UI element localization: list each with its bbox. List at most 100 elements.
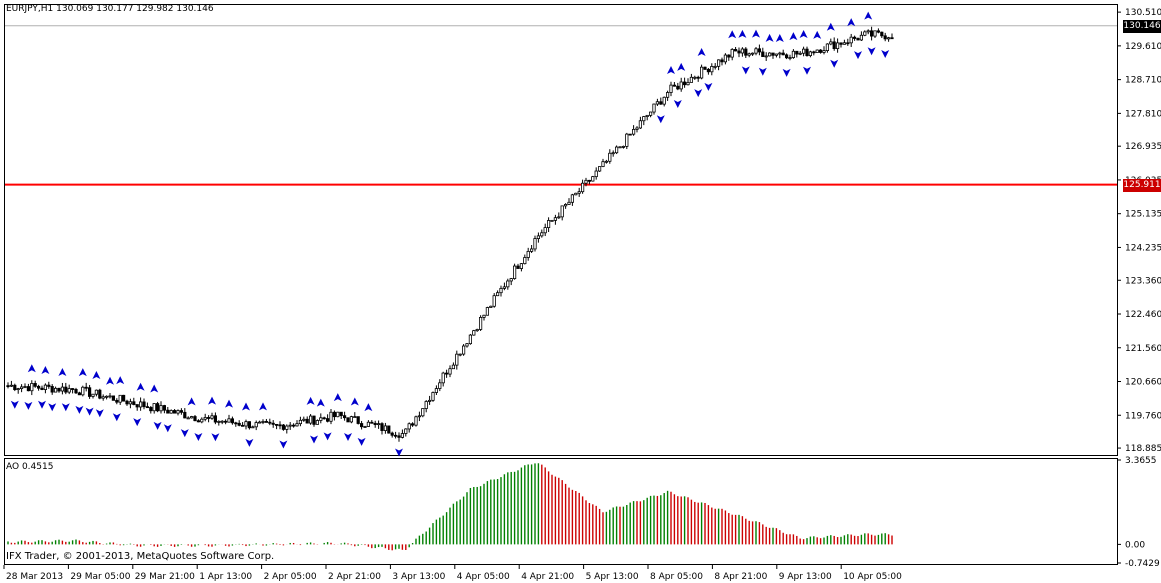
indicator-label: AO 0.4515: [6, 462, 54, 472]
fractal-down-arrow: [180, 429, 189, 438]
candle-body: [33, 383, 37, 387]
candle-body: [706, 68, 711, 73]
candle-body: [645, 114, 649, 117]
candle-body: [431, 392, 435, 401]
fractal-down-arrow: [830, 59, 839, 68]
ao-tick-label: -0.7429: [1125, 559, 1160, 569]
candle-body: [349, 416, 354, 423]
candle-body: [6, 385, 10, 388]
time-tick-label: 8 Apr 05:00: [650, 572, 703, 582]
fractal-down-arrow: [323, 432, 332, 441]
candle-body: [257, 421, 262, 424]
fractal-up-arrow: [847, 18, 856, 27]
level-line-price-badge: 125.911: [1123, 178, 1161, 192]
fractal-down-arrow: [656, 115, 665, 124]
candle-body: [632, 128, 636, 135]
fractal-down-arrow: [867, 47, 876, 56]
candle-body: [621, 145, 626, 148]
candle-body: [383, 425, 388, 431]
candle-body: [832, 41, 836, 50]
candle-body: [427, 399, 432, 402]
candle-body: [353, 416, 357, 419]
candle-body: [655, 101, 660, 105]
candle-body: [540, 232, 544, 237]
candle-body: [291, 424, 296, 427]
candle-body: [295, 423, 299, 427]
candle-body: [308, 415, 313, 424]
fractal-down-arrow: [279, 440, 288, 449]
candle-body: [128, 401, 132, 405]
fractal-up-arrow: [364, 403, 373, 412]
candle-body: [594, 170, 598, 178]
candle-body: [662, 96, 666, 105]
candle-body: [601, 161, 605, 167]
candle-body: [768, 52, 772, 57]
candle-body: [734, 49, 738, 52]
candle-body: [492, 295, 496, 307]
candlesticks: [6, 26, 894, 442]
candle-body: [247, 421, 251, 429]
fractal-down-arrow: [75, 405, 84, 414]
candle-body: [200, 418, 204, 423]
candle-body: [604, 160, 609, 163]
candle-body: [751, 52, 755, 55]
candle-body: [26, 386, 31, 392]
candle-body: [172, 410, 177, 414]
ao-tick-label: 0.00: [1125, 540, 1145, 550]
time-tick-label: 28 Mar 2013: [6, 572, 63, 582]
candle-body: [94, 389, 98, 395]
fractal-up-arrow: [58, 367, 67, 376]
candle-body: [441, 372, 445, 384]
candle-body: [111, 395, 115, 401]
candle-body: [628, 133, 632, 136]
candle-body: [536, 235, 541, 239]
current-price-badge: 130.146: [1123, 19, 1161, 33]
candle-body: [676, 85, 680, 90]
fractal-up-arrow: [208, 396, 216, 405]
chart-header: EURJPY,H1 130.069 130.177 129.982 130.14…: [6, 4, 214, 14]
fractal-down-arrow: [10, 400, 19, 409]
candle-body: [251, 426, 255, 429]
candle-body: [274, 423, 279, 426]
fractal-down-arrow: [245, 438, 254, 447]
time-tick-label: 5 Apr 13:00: [586, 572, 639, 582]
candle-body: [550, 219, 554, 222]
fractal-up-arrow: [789, 32, 798, 41]
candle-body: [81, 386, 85, 396]
copyright-text: IFX Trader, © 2001-2013, MetaQuotes Soft…: [6, 551, 275, 562]
candle-body: [434, 388, 439, 393]
candle-body: [642, 116, 646, 122]
candle-body: [819, 49, 823, 53]
price-tick-label: 125.135: [1125, 210, 1161, 220]
price-tick-label: 126.935: [1125, 142, 1161, 152]
candle-body: [234, 422, 238, 425]
candle-body: [598, 166, 602, 172]
price-tick-label: 120.660: [1125, 378, 1161, 388]
candle-body: [802, 48, 806, 54]
fractal-down-arrow: [211, 433, 220, 442]
candle-body: [730, 49, 734, 58]
fractal-down-arrow: [357, 437, 366, 446]
candle-body: [723, 54, 728, 63]
price-tick-label: 118.885: [1125, 444, 1161, 454]
candle-body: [683, 81, 687, 86]
candle-body: [849, 36, 853, 44]
candle-body: [516, 265, 520, 269]
candle-body: [64, 386, 68, 393]
candle-body: [526, 250, 530, 258]
candle-body: [472, 330, 476, 336]
time-tick-label: 3 Apr 13:00: [392, 572, 445, 582]
candle-body: [798, 52, 802, 55]
candle-body: [638, 120, 643, 129]
candle-body: [519, 263, 524, 269]
candle-body: [887, 37, 891, 40]
candle-body: [856, 38, 860, 41]
fractal-down-arrow: [61, 403, 70, 412]
candle-body: [410, 423, 415, 426]
fractal-down-arrow: [85, 407, 94, 416]
candle-body: [455, 353, 459, 366]
candle-body: [183, 411, 187, 419]
candle-body: [679, 81, 683, 90]
